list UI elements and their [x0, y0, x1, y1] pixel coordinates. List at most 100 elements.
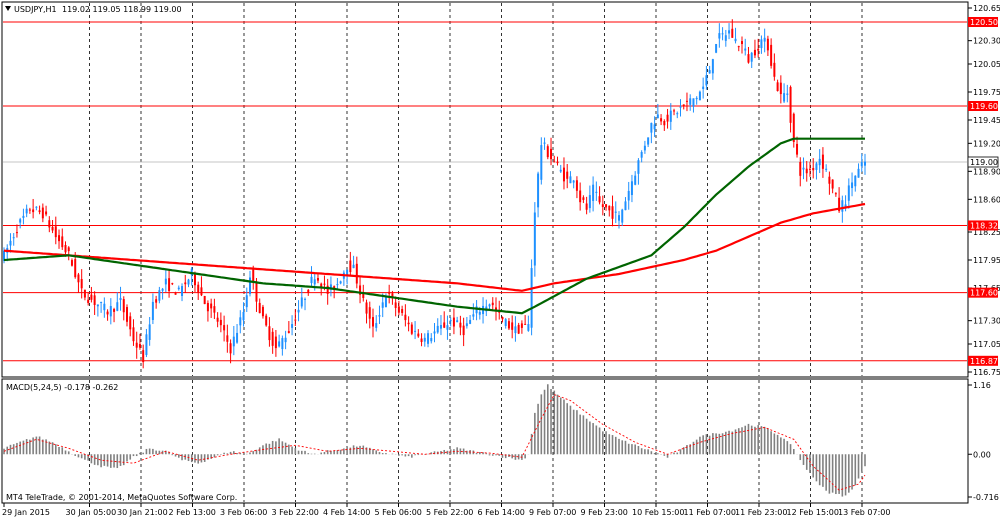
candle-body [355, 263, 358, 284]
candle-body [465, 323, 468, 327]
candle-body [410, 324, 413, 334]
candle-body [83, 289, 86, 298]
candle-body [61, 236, 64, 248]
candle-body [384, 295, 387, 308]
time-tick-label: 30 Jan 21:00 [117, 508, 168, 517]
candle-body [621, 209, 624, 223]
candle-body [588, 195, 591, 209]
candle-body [511, 322, 514, 330]
candle-body [268, 326, 271, 341]
time-tick-label: 9 Feb 23:00 [581, 508, 628, 517]
time-tick-label: 4 Feb 14:00 [323, 508, 370, 517]
candle-body [90, 294, 93, 300]
candle-body [834, 193, 837, 195]
price-tick-label: 118.90 [973, 167, 1000, 176]
candle-body [430, 337, 433, 342]
candle-body [789, 86, 792, 123]
candle-body [734, 38, 737, 42]
candle-body [488, 304, 491, 307]
candle-body [116, 302, 119, 311]
candle-body [193, 273, 196, 286]
level-badge [968, 355, 998, 366]
candle-body [715, 44, 718, 53]
candle-body [608, 205, 611, 211]
candle-body [663, 121, 666, 126]
candle-body [174, 292, 177, 295]
candle-body [35, 206, 38, 208]
candle-body [847, 185, 850, 201]
candle-body [459, 322, 462, 328]
candle-body [122, 299, 125, 313]
candle-body [310, 276, 313, 284]
candle-body [504, 319, 507, 326]
candle-body [666, 114, 669, 122]
candle-body [352, 264, 355, 269]
candle-body [475, 306, 478, 314]
candle-body [255, 281, 258, 302]
candle-body [491, 302, 494, 306]
candle-body [660, 118, 663, 122]
candle-body [783, 93, 786, 102]
candle-body [239, 317, 242, 326]
price-tick-label: 118.25 [973, 228, 1000, 237]
candle-body [595, 191, 598, 193]
price-tick-label: 120.05 [973, 60, 1000, 69]
horizontal-levels[interactable] [3, 21, 967, 362]
candle-body [562, 167, 565, 182]
dropdown-triangle-icon[interactable] [5, 6, 11, 11]
candle-body [517, 324, 520, 334]
candle-body [77, 274, 80, 283]
level-badge-label: 116.87 [970, 357, 998, 366]
candle-body [773, 62, 776, 77]
candle-body [446, 325, 449, 330]
current-price-badge [967, 156, 999, 168]
time-tick-label: 29 Jan 2015 [2, 508, 50, 517]
candle-body [737, 46, 740, 48]
candle-body [155, 299, 158, 303]
current-price-label: 119.00 [970, 158, 998, 167]
candle-body [582, 197, 585, 200]
ma-green-line [3, 137, 865, 315]
candle-body [368, 307, 371, 319]
candle-body [556, 161, 559, 164]
candle-body [792, 113, 795, 142]
candle-body [779, 82, 782, 95]
candle-body [28, 209, 31, 211]
candle-body [346, 269, 349, 276]
candle-body [698, 91, 701, 101]
candle-body [404, 314, 407, 321]
candle-body [249, 277, 251, 294]
candle-body [242, 311, 245, 321]
time-tick-label: 10 Feb 15:00 [632, 508, 684, 517]
time-tick-label: 13 Feb 07:00 [838, 508, 890, 517]
candle-body [126, 307, 128, 322]
price-tick-label: 120.65 [973, 4, 1000, 13]
candle-body [711, 59, 714, 74]
candle-body [320, 283, 323, 289]
time-tick-label: 11 Feb 07:00 [684, 508, 736, 517]
macd-histogram [3, 384, 866, 497]
candle-body [414, 330, 417, 332]
candle-body [41, 207, 44, 219]
candle-body [802, 167, 805, 170]
macd-tick-label: 0.00 [973, 450, 991, 459]
candle-body [553, 161, 556, 163]
candle-body [349, 260, 352, 273]
candle-body [45, 211, 48, 215]
candle-body [245, 295, 248, 308]
candle-body [223, 325, 226, 331]
candle-body [498, 311, 501, 313]
candle-body [724, 35, 727, 41]
time-tick-label: 11 Feb 23:00 [735, 508, 787, 517]
candle-body [80, 279, 83, 289]
candle-body [15, 232, 18, 234]
candle-body [190, 268, 193, 276]
candle-body [763, 37, 766, 42]
price-tick-label: 119.45 [973, 116, 1000, 125]
candle-body [313, 279, 316, 285]
candle-body [685, 100, 688, 102]
symbol-header: USDJPY,H1 [14, 5, 57, 14]
candle-body [614, 211, 617, 213]
